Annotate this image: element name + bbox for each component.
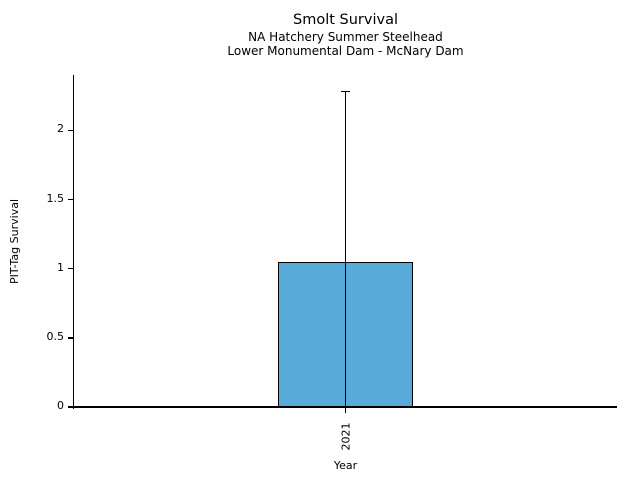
x-tick-mark [344, 407, 347, 413]
y-tick-label: 2 [57, 122, 64, 136]
y-axis-spine [72, 75, 75, 409]
chart-subtitle-line1: NA Hatchery Summer Steelhead [248, 30, 443, 44]
y-tick-mark [67, 337, 74, 339]
x-tick-label: 2021 [339, 422, 352, 450]
y-tick-mark [67, 267, 74, 270]
y-tick-mark [67, 198, 74, 201]
y-tick-label: 1 [57, 260, 64, 274]
x-tick-label-container: 2021 [332, 414, 360, 458]
chart-title: Smolt Survival [293, 12, 398, 28]
error-bar-cap [341, 90, 350, 93]
error-bar-line [344, 91, 347, 407]
x-axis-spine [72, 406, 617, 408]
x-axis-label: Year [333, 459, 358, 472]
chart-subtitle-line2: Lower Monumental Dam - McNary Dam [227, 44, 464, 58]
y-tick-label: 0.5 [46, 329, 65, 343]
y-tick-label: 1.5 [46, 191, 65, 205]
y-tick-label: 0 [57, 399, 64, 412]
y-tick-mark [67, 406, 74, 408]
y-tick-mark [67, 129, 74, 132]
